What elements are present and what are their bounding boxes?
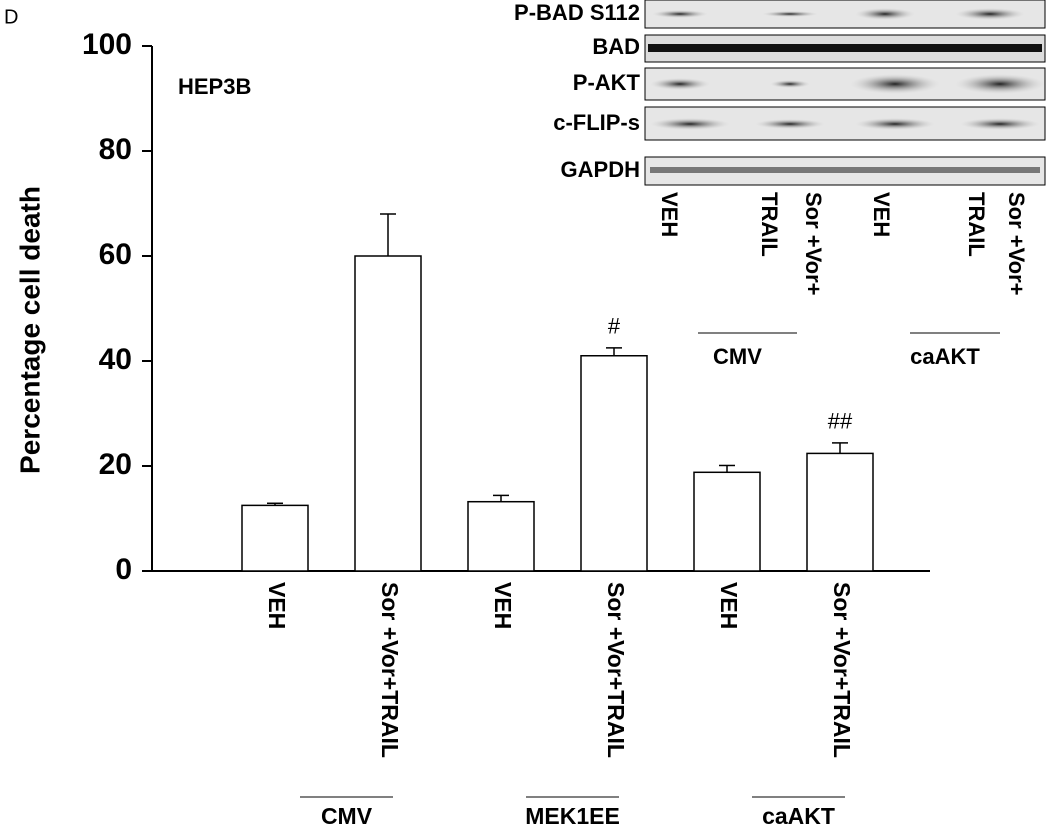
- x-tick-label: Sor +Vor+TRAIL: [603, 582, 629, 758]
- blot-lane-label: TRAIL: [757, 192, 782, 257]
- blot-lane-label: VEH: [657, 192, 682, 237]
- bar: [354, 255, 422, 572]
- group-label: MEK1EE: [525, 803, 620, 829]
- blot-row-label: GAPDH: [561, 157, 640, 182]
- y-tick-label: 100: [82, 28, 132, 61]
- y-tick-label: 20: [99, 448, 132, 481]
- annotation: #: [608, 314, 621, 339]
- y-axis-label: Percentage cell death: [14, 186, 45, 474]
- blot-lane-label: TRAIL: [964, 192, 989, 257]
- bar: [806, 452, 874, 572]
- group-label: caAKT: [762, 803, 835, 829]
- annotation: ##: [828, 409, 853, 434]
- blot-row-label: P-BAD S112: [514, 0, 640, 25]
- subtitle: HEP3B: [178, 74, 251, 99]
- y-tick-label: 0: [115, 553, 132, 586]
- blot-row-label: P-AKT: [573, 70, 641, 95]
- panel-label: D: [4, 6, 18, 28]
- bar: [693, 471, 761, 572]
- blot-lane-label: Sor +Vor+: [1004, 192, 1029, 296]
- x-tick-label: Sor +Vor+TRAIL: [829, 582, 855, 758]
- x-tick-label: VEH: [264, 582, 290, 629]
- group-label: CMV: [321, 803, 373, 829]
- blot-image: [644, 0, 1046, 186]
- y-tick-label: 80: [99, 133, 132, 166]
- blot-group-label: caAKT: [910, 344, 980, 369]
- bar: [580, 355, 648, 572]
- blot-lane-label: VEH: [869, 192, 894, 237]
- blot-row-label: c-FLIP-s: [553, 110, 640, 135]
- blot-lane-label: Sor +Vor+: [801, 192, 826, 296]
- y-tick-label: 60: [99, 238, 132, 271]
- blot-row-label: BAD: [592, 34, 640, 59]
- blot-group-label: CMV: [713, 344, 762, 369]
- bar: [467, 500, 535, 572]
- x-tick-label: VEH: [716, 582, 742, 629]
- bar: [241, 504, 309, 572]
- x-tick-label: Sor +Vor+TRAIL: [377, 582, 403, 758]
- y-tick-label: 40: [99, 343, 132, 376]
- x-tick-label: VEH: [490, 582, 516, 629]
